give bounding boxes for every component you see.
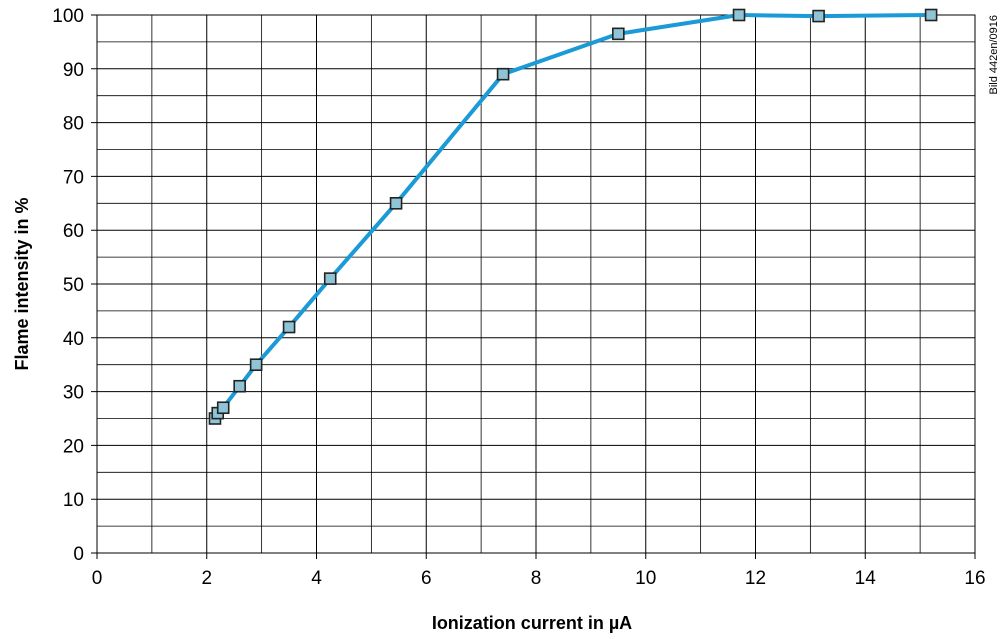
y-tick-label: 70 (63, 167, 84, 188)
x-tick-labels: 0 2 4 6 8 10 12 14 16 (92, 568, 986, 589)
data-point (924, 8, 938, 22)
grid-major (91, 14, 976, 559)
data-point (389, 197, 403, 210)
series-line (213, 13, 934, 421)
y-tick-label: 50 (63, 275, 84, 296)
x-tick-label: 8 (531, 568, 542, 589)
data-point (812, 9, 825, 23)
data-point (323, 272, 337, 285)
x-tick-label: 0 (92, 568, 103, 589)
y-tick-label: 100 (52, 6, 84, 27)
y-tick-label: 0 (73, 544, 84, 565)
series-markers (208, 8, 938, 425)
x-tick-label: 6 (421, 568, 432, 589)
y-tick-label: 20 (63, 436, 84, 457)
y-tick-label: 90 (63, 60, 84, 81)
plot-frame (96, 14, 976, 554)
y-tick-label: 60 (63, 221, 84, 242)
x-tick-label: 4 (311, 568, 322, 589)
data-point (282, 320, 296, 334)
y-tick-label: 40 (63, 329, 84, 350)
x-axis-title: Ionization current in µA (432, 613, 632, 633)
y-axis-title: Flame intensity in % (12, 197, 32, 370)
data-point (216, 401, 230, 415)
x-tick-label: 10 (635, 568, 656, 589)
series-lines (213, 13, 934, 421)
side-note: Bild 442en/0916 (988, 15, 1000, 95)
y-tick-label: 10 (63, 490, 84, 511)
x-tick-label: 2 (201, 568, 212, 589)
data-point (249, 358, 263, 372)
x-tick-label: 14 (855, 568, 877, 589)
data-point (233, 379, 246, 393)
y-tick-labels: 0 10 20 30 40 50 60 70 80 90 100 (52, 6, 84, 565)
x-tick-label: 16 (964, 568, 985, 589)
y-tick-label: 80 (63, 114, 84, 135)
y-tick-label: 30 (63, 383, 84, 404)
data-point (496, 67, 510, 81)
x-tick-label: 12 (745, 568, 766, 589)
data-point (612, 27, 625, 41)
data-point (732, 8, 746, 22)
